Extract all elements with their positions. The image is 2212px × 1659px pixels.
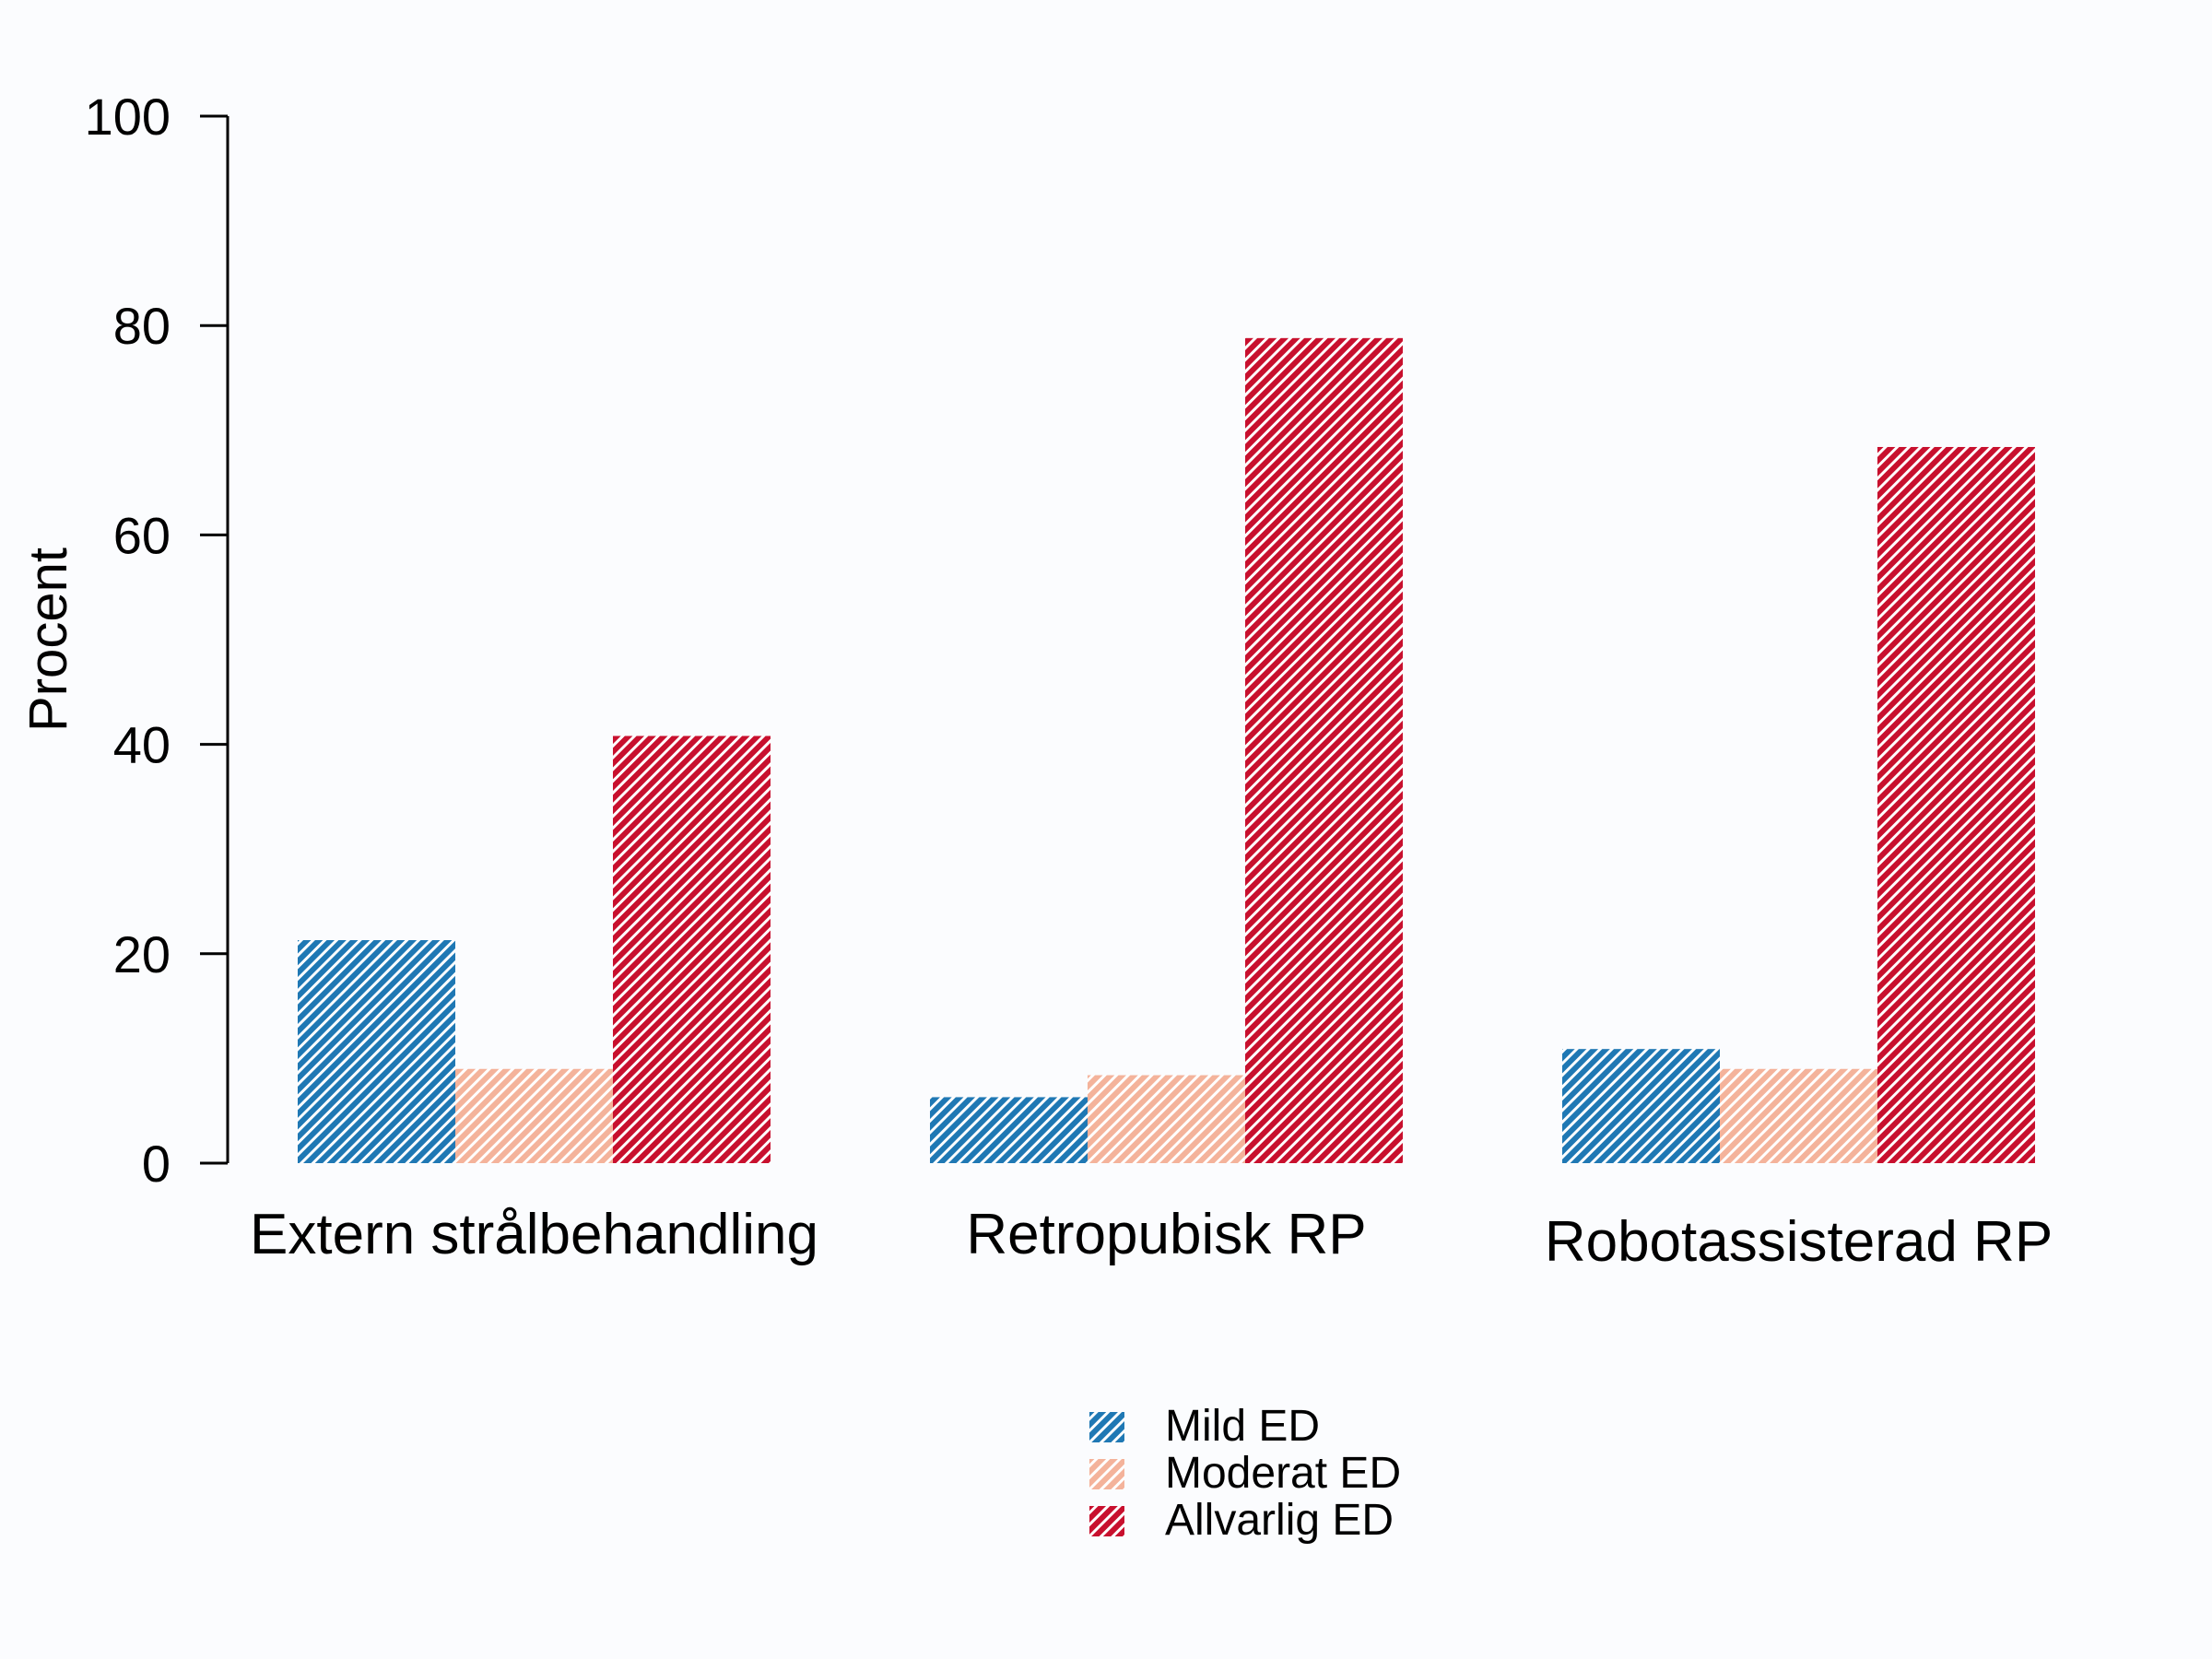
y-axis: 0 20 40 60 80 100	[85, 88, 229, 1193]
bar	[1245, 337, 1403, 1163]
bar	[1877, 446, 2035, 1163]
legend-label: Mild ED	[1165, 1402, 1320, 1451]
bar	[1088, 1075, 1245, 1163]
legend-swatch	[1089, 1412, 1124, 1442]
y-tick-label: 40	[113, 716, 171, 774]
y-axis-title: Procent	[18, 547, 78, 732]
x-axis-labels: Extern strålbehandling Retropubisk RP Robo…	[250, 1203, 2053, 1274]
bar	[1720, 1068, 1877, 1163]
legend-swatch	[1089, 1459, 1124, 1489]
legend-label: Allvarlig ED	[1165, 1496, 1394, 1545]
x-category-label: Extern strålbehandling	[250, 1203, 818, 1266]
bars	[298, 337, 2035, 1163]
y-tick-label: 20	[113, 925, 171, 983]
bar	[298, 940, 455, 1163]
y-tick-label: 100	[85, 88, 171, 146]
bar	[930, 1097, 1088, 1163]
bar	[455, 1068, 613, 1163]
bar	[1562, 1049, 1720, 1163]
bar	[613, 735, 771, 1163]
y-tick-label: 60	[113, 506, 171, 564]
y-tick-label: 80	[113, 297, 171, 355]
legend-label: Moderat ED	[1165, 1449, 1401, 1498]
x-category-label: Robotassisterad RP	[1545, 1210, 2053, 1274]
y-tick-label: 0	[142, 1135, 171, 1193]
legend-swatch	[1089, 1506, 1124, 1536]
x-category-label: Retropubisk RP	[966, 1203, 1366, 1266]
